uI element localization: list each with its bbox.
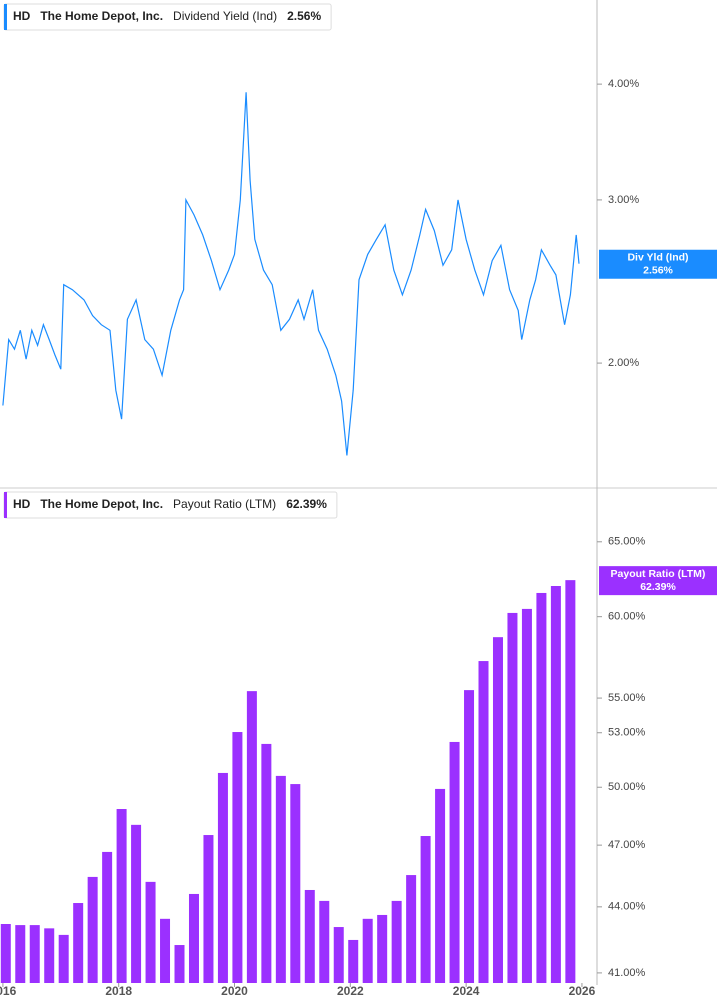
bar [58, 934, 69, 983]
bar [131, 824, 142, 983]
line [2, 92, 580, 456]
x-tick-label: 2026 [569, 984, 596, 998]
bar [290, 784, 301, 983]
legend-swatch [4, 492, 7, 518]
bar [377, 914, 388, 983]
bar [492, 637, 503, 983]
value-badge [599, 566, 717, 596]
bar [160, 918, 171, 983]
bar [420, 836, 431, 983]
y-tick-label: 60.00% [608, 611, 646, 623]
value-badge [599, 249, 717, 279]
bar [464, 690, 475, 983]
legend-swatch [4, 4, 7, 30]
bar [15, 925, 26, 983]
x-tick-label: 2018 [105, 984, 132, 998]
badge-label: Div Yld (Ind) [627, 252, 688, 264]
legend-text: 62.39% [286, 497, 327, 511]
legend-text: The Home Depot, Inc. [40, 9, 163, 23]
bar [449, 741, 460, 983]
y-tick-label: 3.00% [608, 194, 639, 206]
y-tick-label: 47.00% [608, 839, 646, 851]
bar [261, 743, 272, 983]
bar [435, 788, 446, 983]
legend-text: HD [13, 9, 31, 23]
bar [275, 775, 286, 983]
legend-text: 2.56% [287, 9, 321, 23]
y-tick-label: 65.00% [608, 536, 646, 548]
x-tick-label: 2016 [0, 984, 17, 998]
y-tick-label: 44.00% [608, 901, 646, 913]
legend-text: The Home Depot, Inc. [40, 497, 163, 511]
bar [391, 900, 402, 983]
bar [116, 809, 127, 983]
bar [73, 903, 84, 983]
legend-text: Dividend Yield (Ind) [173, 9, 277, 23]
y-tick-label: 2.00% [608, 357, 639, 369]
x-tick-label: 2020 [221, 984, 248, 998]
legend: HD The Home Depot, Inc. Payout Ratio (LTM)… [3, 491, 338, 519]
y-tick-label: 41.00% [608, 967, 646, 979]
bar [304, 889, 315, 983]
y-tick-label: 55.00% [608, 692, 646, 704]
bar [29, 925, 40, 983]
bar [550, 586, 561, 983]
bar [406, 875, 417, 983]
bar [145, 881, 156, 983]
bar [507, 612, 518, 983]
legend: HD The Home Depot, Inc. Dividend Yield (In… [3, 3, 332, 31]
bar [246, 691, 257, 983]
bar [478, 661, 489, 983]
legend-text: HD [13, 497, 31, 511]
y-tick-label: 50.00% [608, 781, 646, 793]
legend-text: Payout Ratio (LTM) [173, 497, 276, 511]
bar [188, 893, 199, 983]
bar [521, 608, 532, 983]
x-tick-label: 2024 [453, 984, 480, 998]
y-tick-label: 4.00% [608, 78, 639, 90]
bar [44, 928, 55, 983]
bar [362, 918, 373, 983]
bar [348, 939, 359, 983]
bar [232, 732, 243, 983]
bar [0, 924, 11, 983]
bar [536, 592, 547, 983]
bar [102, 851, 113, 983]
x-tick-label: 2022 [337, 984, 364, 998]
bar [333, 927, 344, 983]
bar [87, 876, 98, 983]
bar [319, 900, 330, 983]
bar [217, 772, 228, 983]
bar [203, 835, 214, 983]
badge-value: 2.56% [643, 265, 673, 277]
badge-value: 62.39% [640, 581, 676, 593]
bar [174, 945, 185, 983]
y-tick-label: 53.00% [608, 727, 646, 739]
bar [565, 580, 576, 983]
badge-label: Payout Ratio (LTM) [611, 568, 706, 580]
